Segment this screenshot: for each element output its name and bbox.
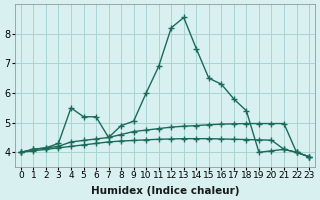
X-axis label: Humidex (Indice chaleur): Humidex (Indice chaleur)	[91, 186, 239, 196]
